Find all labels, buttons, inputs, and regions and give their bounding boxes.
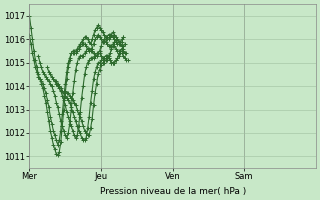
X-axis label: Pression niveau de la mer( hPa ): Pression niveau de la mer( hPa ) <box>100 187 246 196</box>
